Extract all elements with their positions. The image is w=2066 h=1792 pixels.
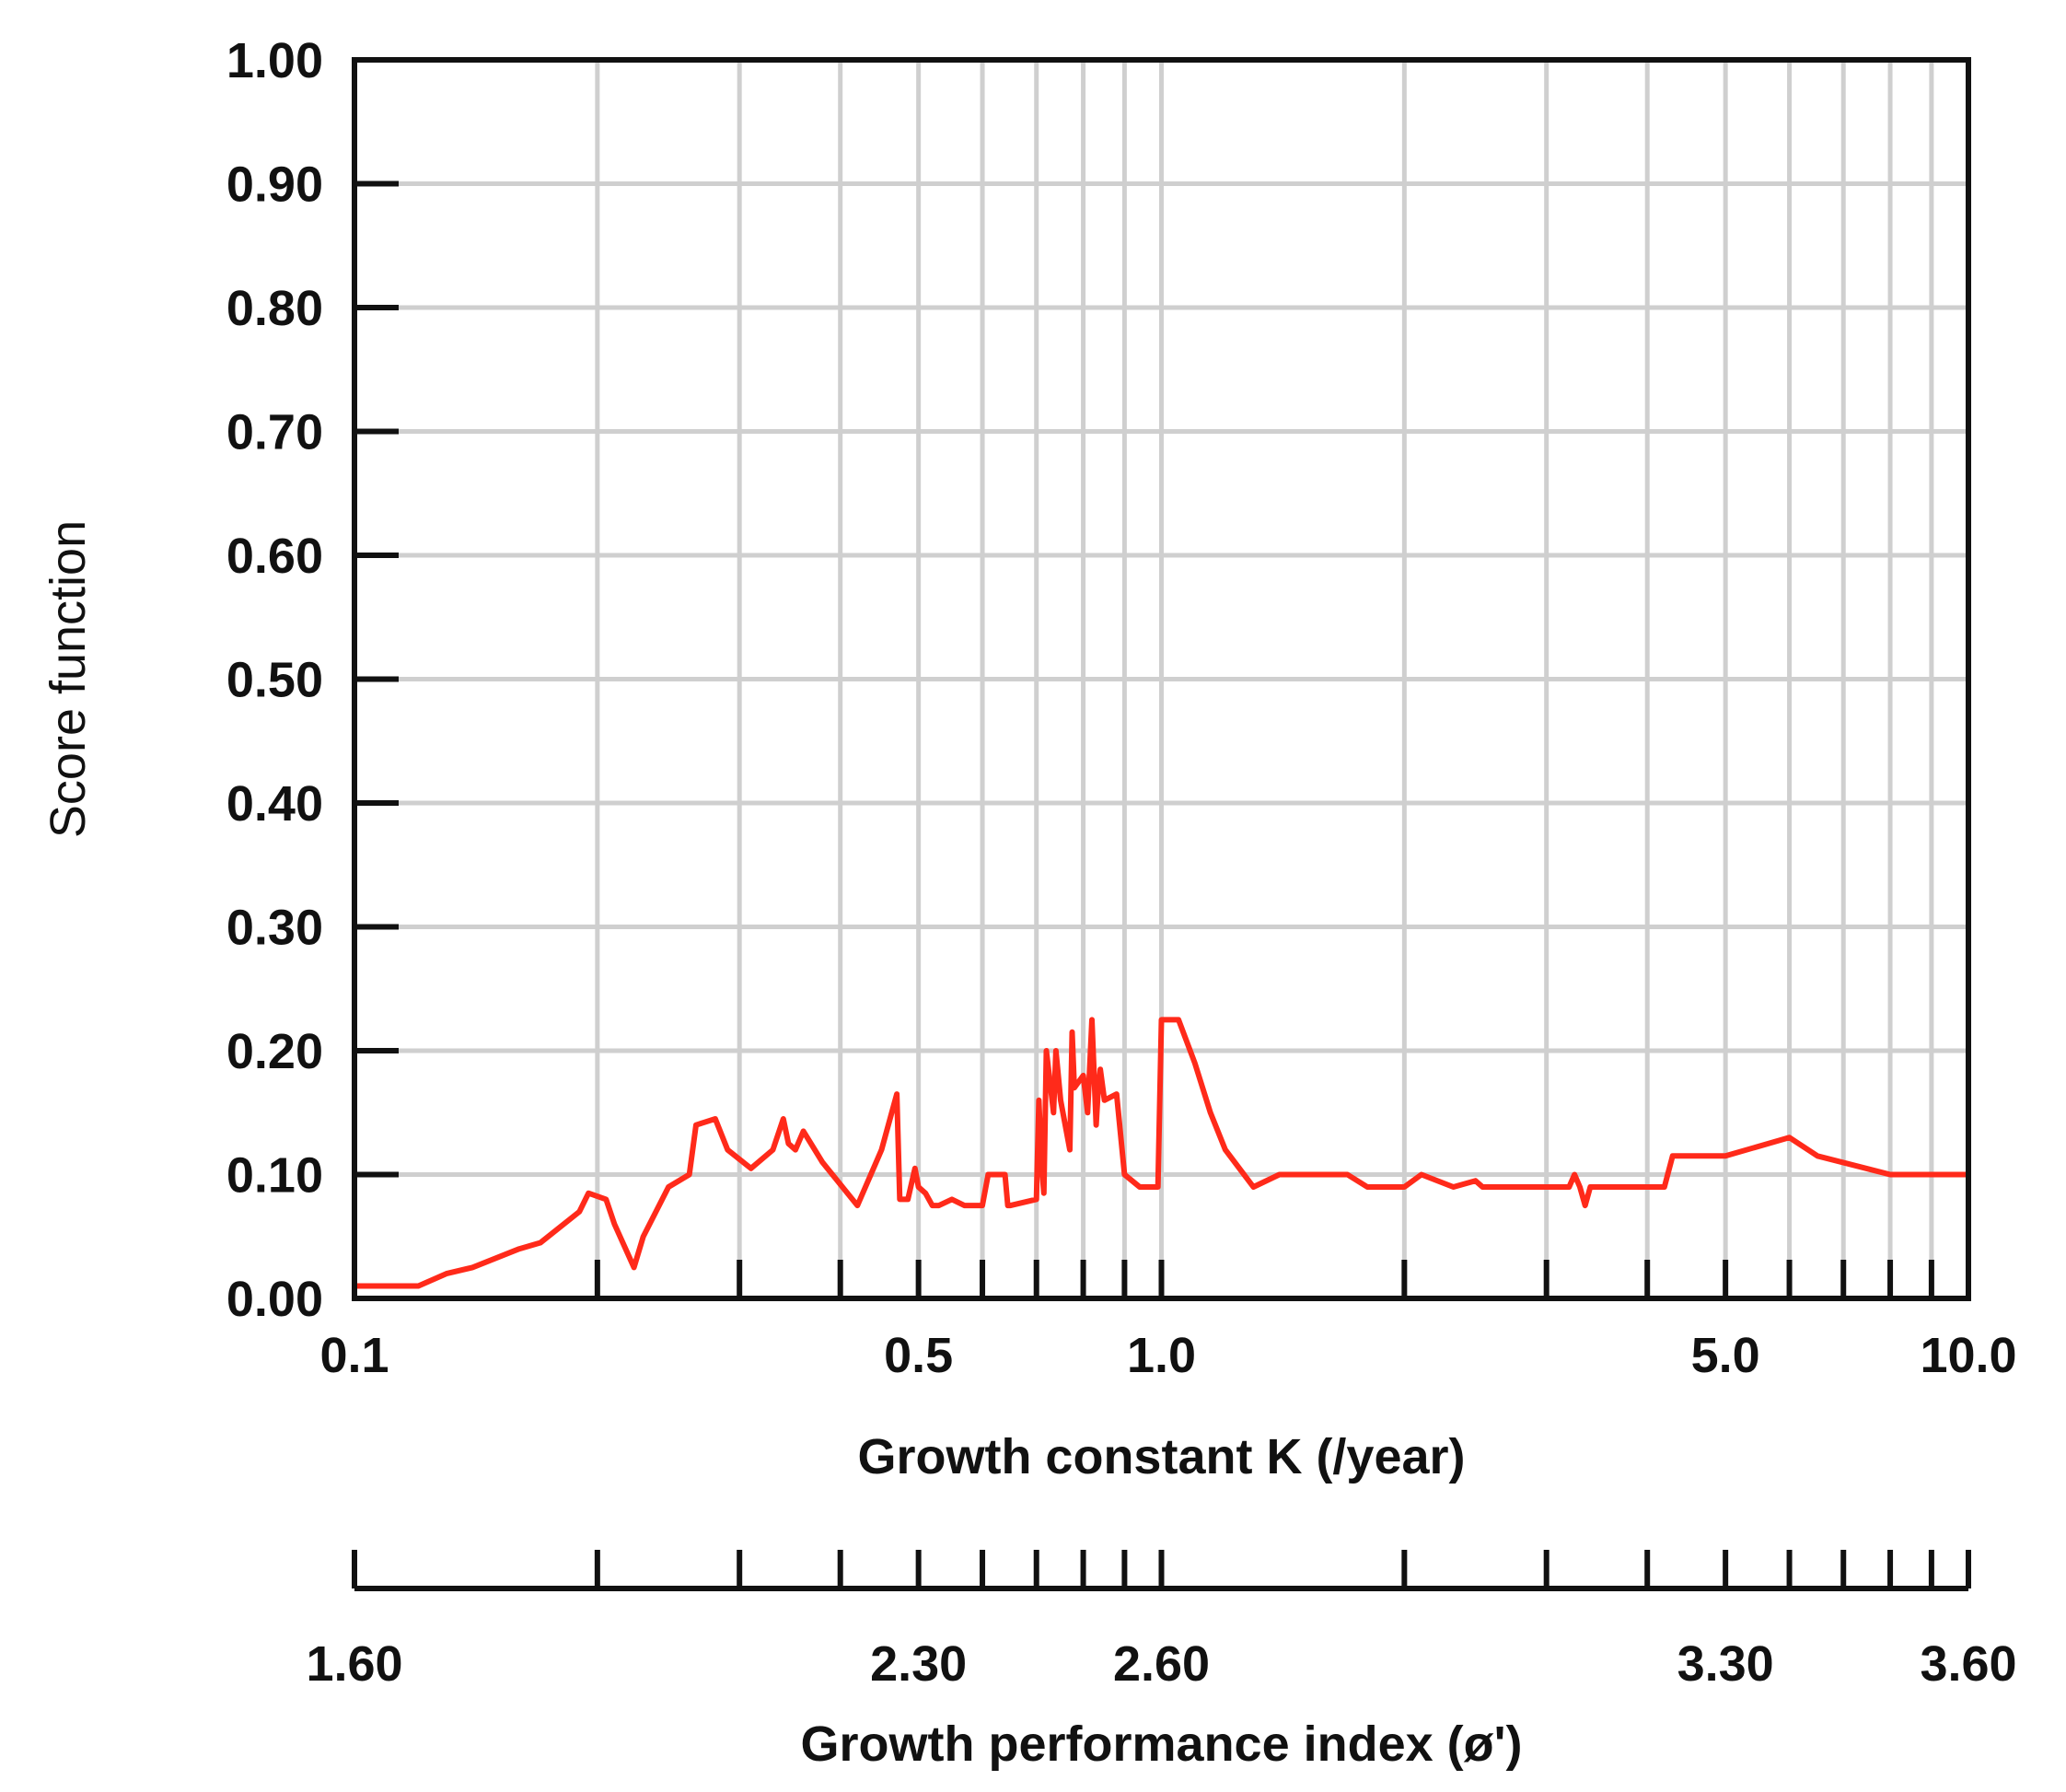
score-line <box>354 1017 1968 1289</box>
y-tick-label: 0.30 <box>226 901 323 956</box>
x-axis-title: Growth constant K (/year) <box>857 1429 1465 1484</box>
y-tick-label: 0.90 <box>226 157 323 213</box>
secondary-tick-label: 3.30 <box>1677 1636 1774 1692</box>
y-tick-label: 0.00 <box>226 1272 323 1327</box>
y-tick-label: 0.40 <box>226 776 323 832</box>
secondary-axis-title: Growth performance index (ø') <box>801 1716 1523 1772</box>
x-tick-label: 1.0 <box>1127 1328 1196 1383</box>
secondary-tick-label: 2.60 <box>1113 1636 1210 1692</box>
x-tick-label: 0.1 <box>319 1328 389 1383</box>
x-tick-label: 0.5 <box>884 1328 953 1383</box>
secondary-tick-label: 1.60 <box>306 1636 402 1692</box>
y-axis-title: Score function <box>41 520 96 838</box>
tick-marks <box>352 57 1971 1301</box>
x-tick-label: 10.0 <box>1920 1328 2016 1383</box>
y-tick-label: 0.80 <box>226 281 323 336</box>
secondary-axis: 1.60 2.30 2.60 3.30 3.60 <box>306 1550 2017 1692</box>
grid-lines <box>354 60 1968 1298</box>
tick-labels: 0.00 0.10 0.20 0.30 0.40 0.50 0.60 0.70 0.80 0.90… <box>226 33 2017 1383</box>
y-tick-label: 0.10 <box>226 1148 323 1204</box>
secondary-tick-label: 2.30 <box>870 1636 967 1692</box>
data-layer <box>354 1017 1968 1289</box>
y-tick-label: 0.20 <box>226 1024 323 1079</box>
y-tick-label: 0.60 <box>226 529 323 584</box>
secondary-tick-label: 3.60 <box>1920 1636 2016 1692</box>
y-tick-label: 0.70 <box>226 405 323 460</box>
y-tick-label: 0.50 <box>226 653 323 708</box>
y-tick-label: 1.00 <box>226 33 323 88</box>
x-tick-label: 5.0 <box>1691 1328 1760 1383</box>
